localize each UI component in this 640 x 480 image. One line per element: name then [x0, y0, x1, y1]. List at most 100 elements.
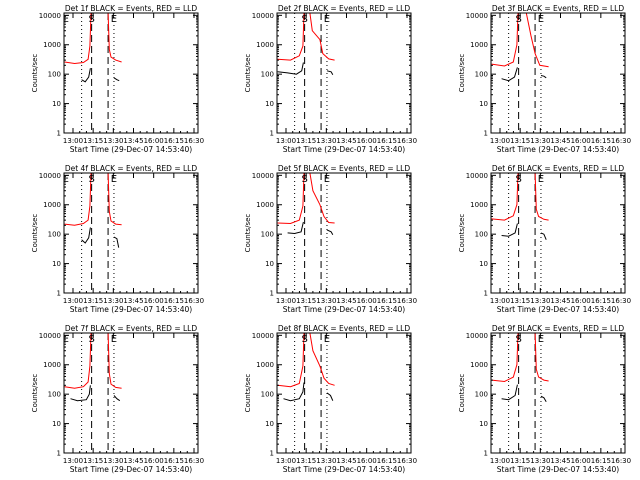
y-tick-label: 1	[484, 130, 488, 138]
panel-title: Det 6f BLACK = Events, RED = LLD	[492, 164, 625, 173]
x-axis-label: Start Time (29-Dec-07 14:53:40)	[283, 465, 405, 474]
y-tick-label: 10000	[252, 12, 274, 20]
x-axis-label: Start Time (29-Dec-07 14:53:40)	[497, 465, 619, 474]
x-tick-label: 16:30	[184, 457, 204, 465]
event-marker-label: S	[515, 14, 521, 25]
y-tick-label: 1	[57, 130, 61, 138]
y-tick-label: 10	[265, 260, 274, 268]
lld-rate-line	[107, 333, 122, 389]
x-tick-label: 13:45	[123, 457, 143, 465]
y-tick-label: 100	[261, 391, 274, 399]
x-axis-label: Start Time (29-Dec-07 14:53:40)	[70, 465, 192, 474]
x-tick-label: 13:30	[530, 457, 550, 465]
x-tick-label: 13:00	[490, 297, 510, 305]
plot-frame	[276, 12, 412, 134]
plot-area	[277, 333, 335, 453]
y-axis-label: Counts/sec	[244, 54, 252, 93]
panel-title: Det 9f BLACK = Events, RED = LLD	[492, 324, 625, 333]
detector-panel: 1 10 100 1000 10000 13:00 13:15 13:30 13:45 16:00…	[244, 324, 417, 474]
y-tick-label: 1000	[470, 361, 488, 369]
x-tick-label: 13:15	[510, 457, 530, 465]
y-tick-label: 1000	[470, 201, 488, 209]
x-tick-label: 13:30	[316, 297, 336, 305]
plot-frame	[63, 12, 199, 134]
event-rate-line	[326, 229, 334, 236]
x-tick-label: 16:00	[571, 137, 591, 145]
y-tick-label: 100	[261, 231, 274, 239]
x-tick-label: 13:00	[63, 457, 83, 465]
plot-area	[491, 13, 549, 133]
event-marker-label: S	[301, 14, 307, 25]
detector-panel: 1 10 100 1000 10000 13:00 13:15 13:30 13:45 16:00…	[458, 324, 631, 474]
lld-rate-line	[277, 173, 335, 225]
event-marker-label: E	[63, 174, 69, 185]
lld-rate-line	[491, 13, 549, 68]
plot-area	[277, 13, 335, 133]
lld-rate-line	[277, 13, 335, 61]
lld-rate-line	[534, 333, 549, 382]
x-tick-label: 13:30	[530, 137, 550, 145]
y-tick-label: 10	[52, 260, 61, 268]
x-axis-label: Start Time (29-Dec-07 14:53:40)	[497, 305, 619, 314]
y-tick-label: 1000	[256, 201, 274, 209]
x-tick-label: 16:30	[611, 137, 631, 145]
lld-rate-line	[491, 333, 519, 383]
y-tick-label: 100	[475, 391, 488, 399]
event-rate-line	[540, 75, 547, 79]
detector-panel: 1 10 100 1000 10000 13:00 13:15 13:30 13:45 16:00…	[244, 4, 417, 154]
x-axis-label: Start Time (29-Dec-07 14:53:40)	[283, 305, 405, 314]
x-tick-label: 16:15	[377, 137, 397, 145]
x-tick-label: 13:45	[123, 137, 143, 145]
y-tick-label: 10	[479, 100, 488, 108]
event-rate-line	[113, 395, 121, 402]
y-tick-label: 100	[48, 231, 61, 239]
plot-area	[491, 173, 549, 293]
y-tick-label: 1	[57, 450, 61, 458]
event-marker-label: E	[538, 174, 544, 185]
y-tick-label: 10	[265, 420, 274, 428]
x-tick-label: 13:30	[103, 137, 123, 145]
x-axis-label: Start Time (29-Dec-07 14:53:40)	[70, 305, 192, 314]
lld-rate-line	[277, 333, 335, 388]
y-tick-label: 10	[479, 260, 488, 268]
x-tick-label: 13:30	[316, 457, 336, 465]
event-marker-label: S	[515, 334, 521, 345]
panel-title: Det 3f BLACK = Events, RED = LLD	[492, 4, 625, 13]
x-tick-label: 13:00	[276, 137, 296, 145]
y-axis-label: Counts/sec	[31, 54, 39, 93]
plot-area	[491, 333, 549, 453]
plot-area	[64, 333, 122, 453]
x-tick-label: 13:45	[550, 297, 570, 305]
x-tick-label: 16:15	[591, 297, 611, 305]
plot-area	[64, 173, 122, 293]
plot-frame	[490, 332, 626, 454]
panel-title: Det 2f BLACK = Events, RED = LLD	[278, 4, 411, 13]
x-tick-label: 13:00	[63, 297, 83, 305]
x-tick-label: 16:30	[184, 137, 204, 145]
detector-panel: 1 10 100 1000 10000 13:00 13:15 13:30 13:45 16:00…	[31, 324, 204, 474]
x-tick-label: 16:30	[184, 297, 204, 305]
x-tick-label: 16:15	[164, 457, 184, 465]
detector-panel: 1 10 100 1000 10000 13:00 13:15 13:30 13:45 16:00…	[458, 4, 631, 154]
y-tick-label: 100	[475, 71, 488, 79]
event-marker-label: E	[538, 14, 544, 25]
plot-frame	[63, 332, 199, 454]
event-marker-label: E	[111, 334, 117, 345]
x-tick-label: 16:15	[591, 137, 611, 145]
event-marker-label: S	[88, 174, 94, 185]
x-tick-label: 16:00	[144, 297, 164, 305]
event-rate-line	[287, 221, 304, 235]
detector-panel: 1 10 100 1000 10000 13:00 13:15 13:30 13:45 16:00…	[244, 164, 417, 314]
lld-rate-line	[107, 13, 122, 63]
y-tick-label: 10000	[252, 332, 274, 340]
y-tick-label: 10000	[39, 332, 61, 340]
lld-rate-line	[534, 173, 549, 221]
event-marker-label: E	[324, 14, 330, 25]
x-tick-label: 13:45	[123, 297, 143, 305]
x-tick-label: 13:45	[336, 297, 356, 305]
x-tick-label: 16:15	[164, 297, 184, 305]
event-marker-label: S	[515, 174, 521, 185]
y-tick-label: 10000	[252, 172, 274, 180]
panel-title: Det 4f BLACK = Events, RED = LLD	[65, 164, 198, 173]
y-tick-label: 1	[57, 290, 61, 298]
